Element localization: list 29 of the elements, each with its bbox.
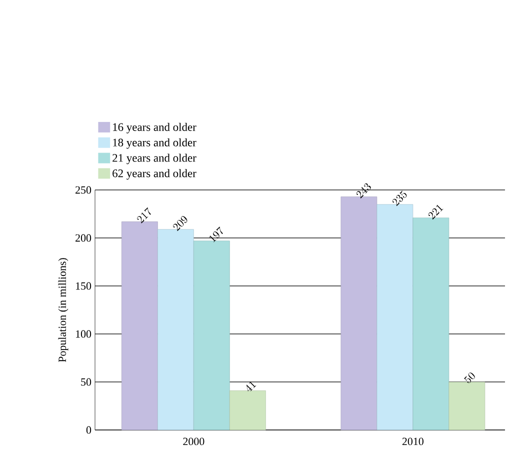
y-tick-label: 200 bbox=[76, 234, 92, 242]
legend-label: 18 years and older bbox=[113, 138, 196, 149]
data-label: 217 bbox=[137, 207, 151, 224]
legend-label: 16 years and older bbox=[113, 122, 196, 134]
data-label: 41 bbox=[246, 382, 256, 392]
y-tick-label: 250 bbox=[76, 186, 92, 194]
data-label: 50 bbox=[464, 372, 475, 384]
data-label: 197 bbox=[209, 226, 223, 242]
bar bbox=[340, 196, 378, 430]
y-tick-label: 100 bbox=[76, 330, 92, 338]
legend-label: 62 years and older bbox=[112, 169, 196, 180]
bar bbox=[412, 218, 450, 430]
x-tick-label: 2010 bbox=[402, 438, 424, 446]
x-tick-label: 2000 bbox=[183, 438, 204, 446]
data-label: 235 bbox=[392, 190, 407, 206]
data-label: 221 bbox=[428, 204, 444, 220]
bar bbox=[194, 240, 230, 430]
y-tick-label: 0 bbox=[86, 426, 92, 434]
y-tick-label: 50 bbox=[81, 378, 92, 386]
y-axis-title: Population (in millions) bbox=[58, 258, 68, 362]
legend-label: 21 years and older bbox=[112, 154, 196, 164]
y-tick-label: 150 bbox=[76, 282, 92, 290]
data-label: 243 bbox=[356, 183, 371, 198]
bar bbox=[230, 390, 266, 430]
bar bbox=[448, 382, 486, 430]
bar bbox=[158, 229, 194, 430]
data-label: 209 bbox=[173, 216, 188, 232]
bar bbox=[122, 222, 158, 430]
bar bbox=[376, 204, 414, 430]
